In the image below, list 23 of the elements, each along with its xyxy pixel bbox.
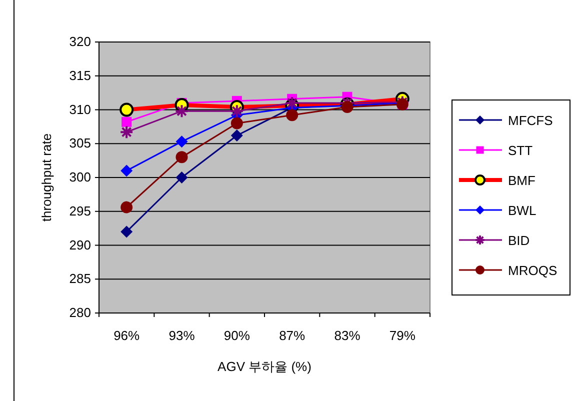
x-tick-label: 79% — [389, 328, 416, 343]
y-tick-label: 305 — [69, 136, 91, 151]
y-axis-title: throughput rate — [39, 133, 54, 222]
y-tick-label: 300 — [69, 170, 91, 184]
legend-label: STT — [508, 143, 533, 158]
y-tick-label: 315 — [69, 68, 91, 83]
x-tick-label: 96% — [114, 328, 140, 343]
y-tick-label: 280 — [69, 305, 91, 320]
x-tick-label: 83% — [334, 328, 361, 343]
x-tick-label: 93% — [168, 328, 196, 343]
legend-label: BID — [508, 233, 530, 248]
legend-label: BWL — [508, 203, 536, 218]
y-tick-label: 290 — [69, 237, 91, 252]
y-tick-label: 285 — [69, 271, 91, 286]
x-axis-title: AGV 부하율 (%) — [218, 359, 312, 374]
y-tick-label: 295 — [69, 203, 91, 218]
legend-label: MROQS — [508, 263, 558, 278]
legend-label: BMF — [508, 173, 536, 188]
y-tick-label: 310 — [69, 102, 91, 117]
legend-label: MFCFS — [508, 113, 554, 128]
y-tick-label: 320 — [69, 34, 91, 49]
x-tick-label: 90% — [224, 328, 250, 343]
x-tick-label: 87% — [279, 328, 306, 343]
